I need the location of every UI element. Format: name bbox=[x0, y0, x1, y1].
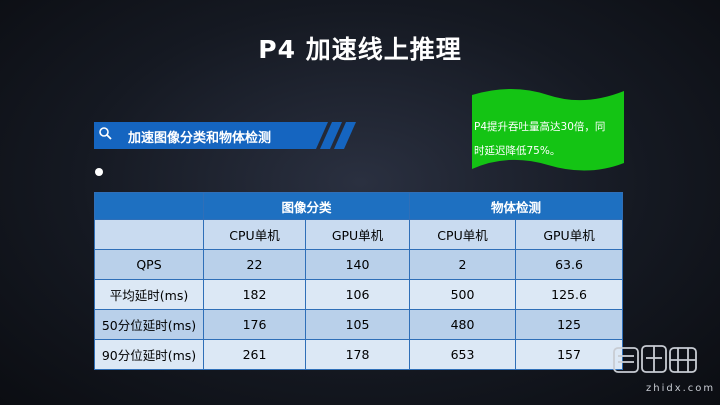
slide-title: P4 加速线上推理 bbox=[258, 35, 462, 64]
table-sub-header-cell: GPU单机 bbox=[515, 219, 624, 250]
callout-banner: P4提升吞吐量高达30倍，同 时延迟降低75%。 bbox=[468, 85, 630, 175]
section-bar-shape bbox=[94, 122, 356, 149]
table-sub-header-cell: CPU单机 bbox=[409, 219, 517, 250]
table-row-label: 平均延时(ms) bbox=[94, 279, 204, 310]
table-cell: 480 bbox=[409, 309, 517, 340]
callout-line-1: P4提升吞吐量高达30倍，同 bbox=[474, 121, 606, 133]
magnifier-icon bbox=[98, 126, 112, 140]
table-group-header-row: 图像分类 物体检测 bbox=[94, 192, 624, 220]
table-row-label: QPS bbox=[94, 249, 204, 280]
table-cell: 125.6 bbox=[515, 279, 624, 310]
table-cell: 125 bbox=[515, 309, 624, 340]
callout-banner-shape bbox=[472, 89, 624, 171]
table-cell: 2 bbox=[409, 249, 517, 280]
table-row: 50分位延时(ms) 176 105 480 125 bbox=[94, 309, 624, 340]
zhidx-logo: zhidx.com bbox=[606, 342, 713, 398]
table-row-label: 90分位延时(ms) bbox=[94, 339, 204, 370]
table-row: 平均延时(ms) 182 106 500 125.6 bbox=[94, 279, 624, 310]
table-row: QPS 22 140 2 63.6 bbox=[94, 249, 624, 280]
zhidx-logo-mark bbox=[613, 345, 697, 373]
table-cell: 22 bbox=[203, 249, 306, 280]
table-cell: 157 bbox=[515, 339, 624, 370]
table-cell: 176 bbox=[203, 309, 306, 340]
table-sub-header-row: CPU单机 GPU单机 CPU单机 GPU单机 bbox=[94, 219, 624, 250]
section-title: 加速图像分类和物体检测 bbox=[128, 131, 272, 146]
table-row-label: 50分位延时(ms) bbox=[94, 309, 204, 340]
benchmark-table: 图像分类 物体检测 CPU单机 GPU单机 CPU单机 GPU单机 QPS 22… bbox=[94, 192, 624, 370]
table-cell: 63.6 bbox=[515, 249, 624, 280]
table-cell: 653 bbox=[409, 339, 517, 370]
table-cell: 178 bbox=[304, 339, 411, 370]
table-cell: 140 bbox=[304, 249, 411, 280]
table-cell: 182 bbox=[203, 279, 306, 310]
logo-domain: zhidx.com bbox=[646, 383, 716, 394]
table-row: 90分位延时(ms) 261 178 653 157 bbox=[94, 339, 624, 370]
bullet-point bbox=[95, 168, 103, 176]
table-sub-header-cell: GPU单机 bbox=[304, 219, 411, 250]
table-cell: 106 bbox=[304, 279, 411, 310]
table-header-blank bbox=[94, 192, 204, 220]
table-cell: 261 bbox=[203, 339, 306, 370]
table-header-object-detection: 物体检测 bbox=[409, 192, 624, 220]
table-header-image-classification: 图像分类 bbox=[202, 192, 411, 220]
table-cell: 105 bbox=[304, 309, 411, 340]
table-cell: 500 bbox=[409, 279, 517, 310]
table-sub-header-cell bbox=[94, 219, 204, 250]
callout-line-2: 时延迟降低75%。 bbox=[474, 145, 561, 157]
section-header-bar: 加速图像分类和物体检测 bbox=[94, 122, 360, 149]
table-sub-header-cell: CPU单机 bbox=[203, 219, 306, 250]
